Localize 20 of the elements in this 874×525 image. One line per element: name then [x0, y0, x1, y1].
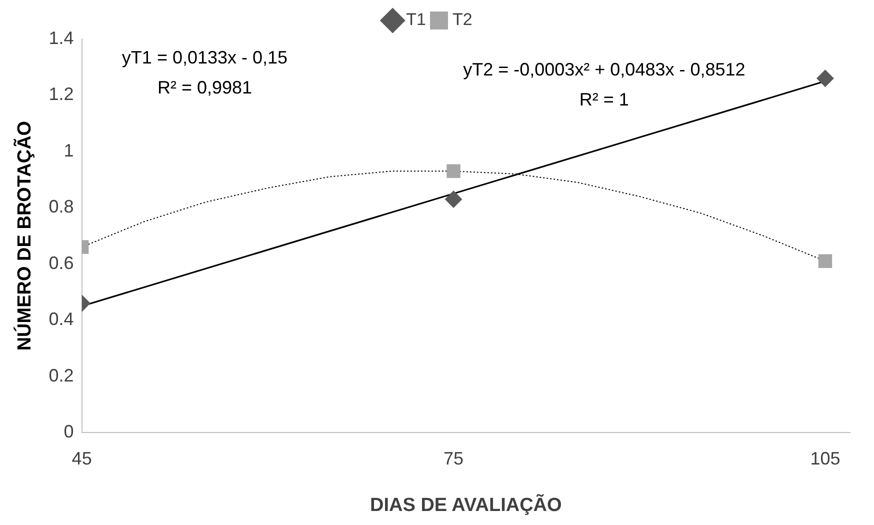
legend-label: T2 [452, 10, 472, 30]
legend-label: T1 [406, 10, 426, 30]
point [818, 254, 832, 268]
annotation: yT1 = 0,0133x - 0,15 R² = 0,9981 [122, 48, 288, 98]
annotation: yT2 = -0,0003x² + 0,0483x - 0,8512 R² = 1 [463, 59, 746, 110]
y-tick-label: 1 [64, 140, 74, 160]
y-tick-label: 0 [64, 422, 74, 442]
x-tick-label: 105 [810, 448, 840, 468]
y-tick-label: 1.2 [48, 84, 74, 104]
x-tick-label: 45 [72, 448, 92, 468]
y-tick-label: 0.4 [48, 309, 74, 330]
x-axis-title: DIAS DE AVALIAÇÃO [370, 494, 562, 516]
point [445, 190, 462, 208]
y-tick-label: 0.8 [48, 196, 74, 217]
point [816, 70, 834, 87]
y-tick-label: 0.2 [48, 365, 74, 386]
x-tick-label: 75 [444, 448, 464, 468]
y-axis-title: NÚMERO DE BROTAÇÃO [14, 120, 36, 351]
y-tick-label: 1.4 [48, 28, 74, 48]
y-tick-label: 0.6 [48, 252, 74, 273]
